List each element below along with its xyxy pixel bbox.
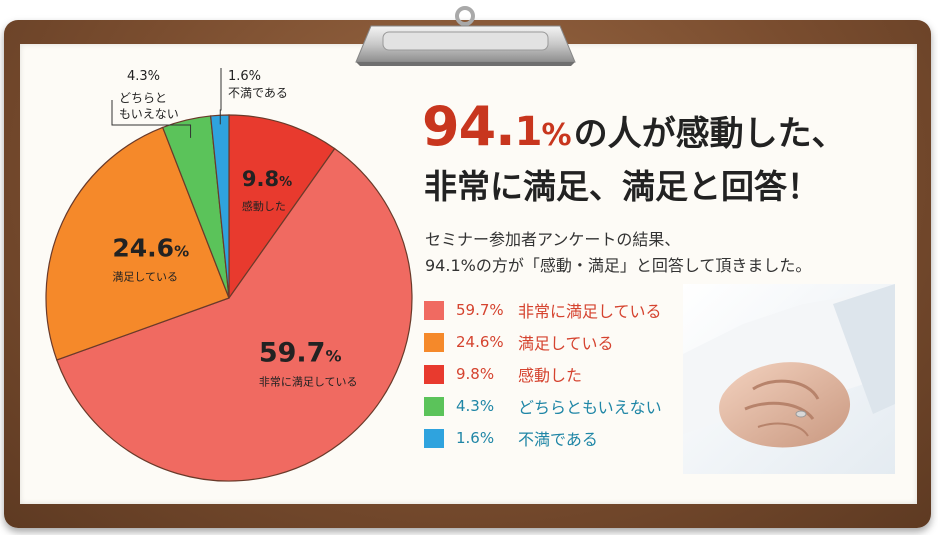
neutral-label-line-2: もいえない [119, 107, 179, 121]
legend-item-dissatisfied: 1.6% 不満である [424, 427, 598, 449]
legend-label-dissatisfied: 不満である [518, 430, 598, 449]
legend-item-moved: 9.8% 感動した [424, 363, 582, 385]
legend-label-neutral: どちらともいえない [518, 398, 662, 417]
clipboard-clip-icon [355, 6, 576, 66]
headline-percent: % [541, 118, 572, 153]
legend-pct-moved: 9.8% [456, 365, 495, 383]
neutral-pct-callout: 4.3% [127, 69, 160, 84]
legend-pct-satisfied: 24.6% [456, 333, 504, 351]
legend-label-very-satisfied: 非常に満足している [518, 302, 662, 321]
pie-category-label-satisfied: 満足している [112, 271, 178, 284]
description-line-1: セミナー参加者アンケートの結果、 [425, 230, 681, 249]
pie-value-label-satisfied: 24.6% [112, 234, 189, 263]
neutral-leader-line [111, 100, 192, 138]
legend-swatch-neutral [424, 396, 444, 416]
legend-swatch-very-satisfied [424, 300, 444, 320]
legend-swatch-dissatisfied [424, 428, 444, 448]
legend-item-satisfied: 24.6% 満足している [424, 331, 614, 353]
dissatisfied-label-callout: 不満である [228, 86, 288, 100]
pie-category-label-moved: 感動した [242, 199, 286, 213]
legend-label-satisfied: 満足している [518, 334, 614, 353]
legend-pct-dissatisfied: 1.6% [456, 429, 495, 447]
headline-decimal: 1 [514, 109, 543, 155]
legend-item-neutral: 4.3% どちらともいえない [424, 395, 662, 417]
holding-hands-photo [683, 284, 895, 474]
legend-swatch-moved [424, 364, 444, 384]
pie-value-label-very-satisfied: 59.7% [259, 338, 342, 369]
headline-big-number: 94. [422, 95, 516, 158]
headline-rest: の人が感動した、 [573, 114, 846, 154]
legend-pct-neutral: 4.3% [456, 397, 495, 415]
pie-slice-satisfied [45, 126, 230, 361]
description-line-2: 94.1%の方が「感動・満足」と回答して頂きました。 [425, 256, 812, 275]
headline-line-2: 非常に満足、満足と回答！ [424, 167, 820, 206]
neutral-label-line-1: どちらと [119, 91, 167, 105]
pie-slice-moved [228, 114, 336, 300]
dissatisfied-pct-callout: 1.6% [228, 69, 261, 84]
legend-item-very-satisfied: 59.7% 非常に満足している [424, 299, 662, 321]
legend-pct-very-satisfied: 59.7% [456, 301, 504, 319]
headline-line-1: 94.1%の人が感動した、 [422, 95, 846, 158]
pie-slice-very-satisfied [56, 147, 413, 482]
legend-swatch-satisfied [424, 332, 444, 352]
pie-value-label-moved: 9.8% [242, 167, 292, 191]
pie-category-label-very-satisfied: 非常に満足している [259, 376, 358, 389]
legend-label-moved: 感動した [518, 366, 583, 385]
dissatisfied-leader-line [219, 68, 222, 125]
